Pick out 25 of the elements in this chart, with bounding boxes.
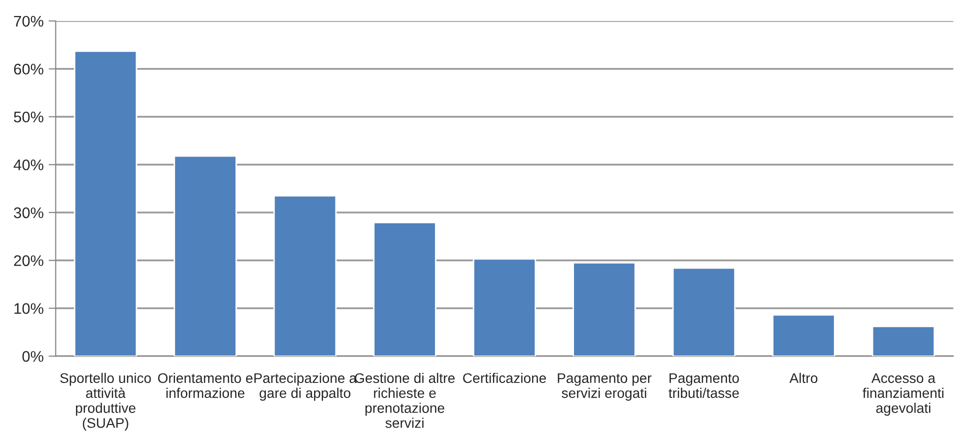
bar [772, 314, 836, 356]
y-tick-label: 50% [14, 112, 44, 122]
x-tick-label: Pagamento tributi/tasse [668, 373, 739, 398]
y-tick-label: 70% [14, 16, 44, 27]
bar [273, 195, 337, 356]
bar [472, 258, 536, 356]
x-tick-label: Orientamento e informazione [158, 372, 253, 398]
y-tick-label: 10% [14, 303, 44, 314]
x-tick-label: Pagamento per servizi erogati [558, 373, 652, 401]
bar [572, 262, 636, 356]
y-tick-label: 40% [14, 159, 44, 170]
x-tick-label: Accesso a finanziamenti agevolati [862, 373, 944, 416]
x-tick-label: Altro [789, 372, 818, 384]
x-tick-label: Gestione di altre richieste e prenotazione servizi [354, 372, 455, 428]
x-tick-label: Certificazione [463, 372, 546, 384]
y-tick-label: 30% [14, 207, 44, 218]
bar [872, 326, 936, 356]
y-tick-label: 0% [22, 351, 44, 362]
bar [74, 50, 138, 356]
bar [373, 222, 436, 356]
x-tick-label: Sportello unico attività produttive (SUAP) [60, 372, 151, 431]
bar [672, 267, 736, 356]
bar [174, 155, 237, 356]
y-tick-label: 20% [14, 255, 44, 266]
y-tick-label: 60% [14, 64, 44, 75]
